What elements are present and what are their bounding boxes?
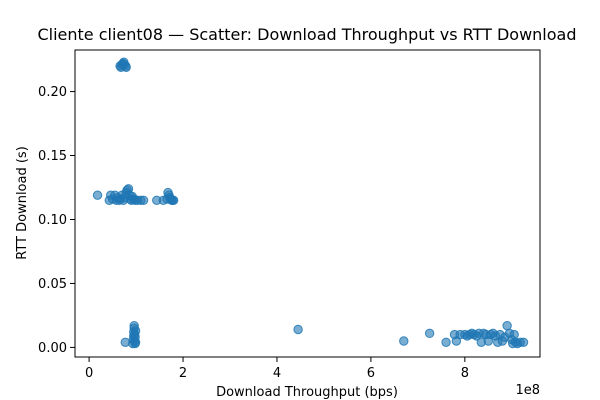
x-tick-label: 8 xyxy=(461,366,469,381)
x-tick-label: 0 xyxy=(85,366,93,381)
data-point xyxy=(121,62,131,72)
y-tick-label: 0.15 xyxy=(38,149,67,164)
data-point xyxy=(168,195,179,206)
data-point xyxy=(509,329,519,340)
data-point xyxy=(502,320,512,331)
x-tick-label: 4 xyxy=(273,366,281,381)
x-axis: 0 2 4 6 8 xyxy=(85,357,469,381)
x-axis-offset-label: 1e8 xyxy=(515,383,540,398)
data-point xyxy=(120,337,130,347)
data-point xyxy=(92,190,103,200)
data-point xyxy=(138,195,149,206)
data-point xyxy=(130,337,141,347)
data-point xyxy=(518,337,529,347)
y-tick-label: 0.20 xyxy=(38,85,67,100)
plot-frame xyxy=(74,49,541,358)
y-tick-label: 0.10 xyxy=(38,213,67,228)
data-point xyxy=(441,337,451,347)
data-point xyxy=(399,336,409,346)
y-axis: 0.00 0.05 0.10 0.15 0.20 xyxy=(38,85,75,356)
data-point xyxy=(293,324,303,335)
x-tick-label: 6 xyxy=(367,366,375,381)
x-tick-label: 2 xyxy=(179,366,187,381)
y-axis-label: RTT Download (s) xyxy=(15,146,30,260)
y-tick-label: 0.00 xyxy=(38,341,67,356)
chart-title: Cliente client08 — Scatter: Download Thr… xyxy=(37,25,576,44)
data-point xyxy=(424,328,435,339)
x-axis-label: Download Throughput (bps) xyxy=(216,385,398,400)
data-point xyxy=(130,326,141,336)
y-tick-label: 0.05 xyxy=(38,277,67,292)
plot-area xyxy=(92,57,529,349)
